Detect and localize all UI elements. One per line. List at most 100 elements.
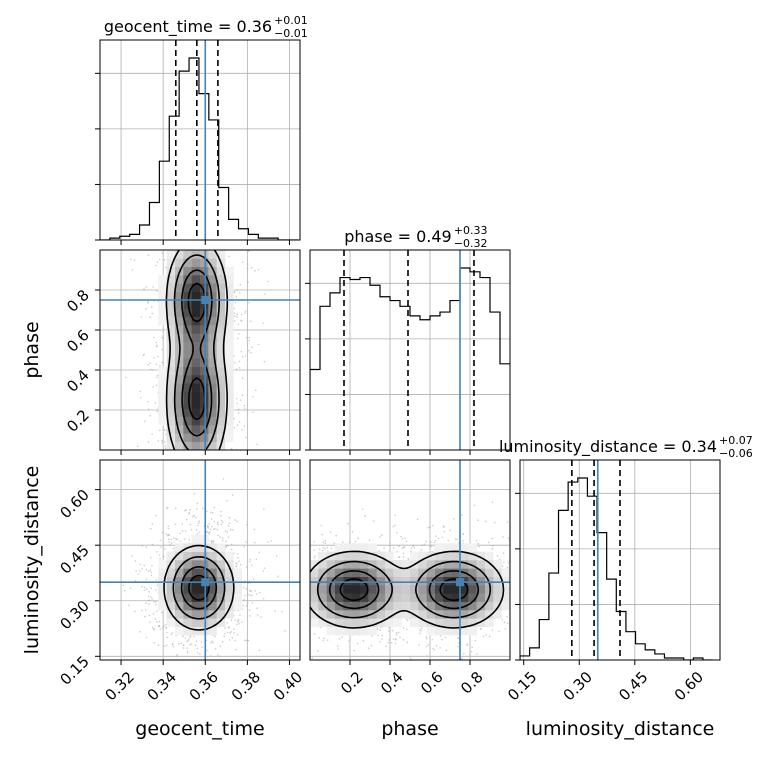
scatter-point (511, 573, 513, 575)
scatter-point (353, 649, 356, 652)
scatter-point (241, 428, 244, 431)
scatter-point (460, 514, 463, 516)
density-cell (393, 585, 402, 594)
scatter-point (151, 523, 154, 525)
scatter-point (175, 507, 177, 510)
scatter-point (233, 307, 236, 310)
density-cell (493, 585, 502, 594)
density-cell (368, 543, 377, 552)
scatter-point (149, 414, 151, 417)
density-cell (401, 610, 411, 619)
scatter-point (122, 584, 124, 587)
scatter-point (394, 524, 396, 527)
scatter-point (491, 629, 494, 631)
density-cell (216, 383, 226, 392)
scatter-point (423, 543, 426, 546)
scatter-point (227, 223, 229, 225)
scatter-point (525, 629, 527, 631)
scatter-point (214, 647, 217, 650)
scatter-point (152, 236, 154, 238)
scatter-point (187, 223, 189, 225)
scatter-point (160, 234, 162, 236)
scatter-point (198, 206, 200, 208)
density-cell (225, 341, 234, 351)
density-cell (216, 618, 226, 627)
scatter-point (189, 503, 191, 505)
scatter-point (501, 618, 504, 621)
scatter-point (206, 649, 208, 652)
density-cell (175, 425, 184, 434)
scatter-point (506, 566, 509, 569)
scatter-point (178, 512, 180, 514)
x-axis-geocent_time (120, 240, 290, 245)
scatter-point (211, 211, 213, 213)
scatter-point (236, 470, 238, 472)
scatter-point (291, 624, 293, 626)
density-cell (183, 601, 192, 611)
scatter-point (322, 541, 325, 543)
density-cell (401, 585, 411, 594)
scatter-point (196, 502, 199, 505)
scatter-point (383, 547, 386, 549)
scatter-point (406, 619, 409, 622)
scatter-point (141, 568, 143, 570)
density-cell (318, 568, 327, 577)
scatter-point (194, 644, 197, 647)
scatter-point (188, 513, 190, 515)
scatter-point (513, 608, 515, 610)
density-cell (393, 576, 402, 586)
density-cell (158, 568, 167, 577)
density-cell (485, 601, 494, 611)
y-axis-label-phase: phase (21, 321, 43, 378)
density-cell (183, 400, 192, 409)
scatter-point (174, 208, 176, 210)
scatter-point (225, 475, 227, 477)
scatter-point (156, 374, 159, 377)
density-cell (216, 433, 226, 442)
density-cell (343, 568, 352, 577)
density-cell (493, 560, 502, 569)
density-cell (225, 433, 234, 442)
scatter-point (441, 536, 444, 539)
x-tick-label: 0.38 (228, 668, 264, 704)
hist-panel-phase (310, 250, 510, 450)
scatter-point (313, 540, 316, 543)
scatter-point (165, 433, 167, 436)
scatter-point (445, 649, 448, 652)
density-cell (191, 350, 201, 359)
density-cell (351, 551, 361, 561)
density-cell (166, 283, 176, 292)
scatter-point (248, 336, 251, 339)
scatter-point (163, 441, 166, 443)
scatter-point (156, 376, 158, 379)
scatter-point (165, 623, 167, 626)
density-cell (435, 585, 444, 594)
scatter-point (238, 560, 240, 563)
density-cell (175, 576, 184, 586)
density-cell (158, 316, 167, 326)
x-axis-phase (349, 450, 471, 455)
density-cell (208, 391, 217, 401)
density-cell (451, 585, 461, 594)
scatter-point (247, 281, 249, 283)
density-cell (443, 626, 452, 636)
density-cell (208, 383, 217, 392)
scatter-point (167, 538, 170, 541)
scatter-point (305, 552, 307, 554)
scatter-point (131, 268, 134, 271)
scatter-point (244, 310, 247, 313)
scatter-point (229, 529, 232, 531)
scatter-point (482, 635, 485, 638)
contour-line (165, 250, 229, 450)
density-cell (216, 400, 226, 409)
scatter-point (202, 451, 204, 453)
scatter-point (151, 306, 153, 308)
density-cell (208, 341, 217, 351)
scatter-point (421, 544, 423, 547)
scatter-point (216, 528, 219, 531)
scatter-point (183, 201, 185, 203)
scatter-point (525, 547, 527, 549)
density-cell (410, 585, 419, 594)
scatter-point (252, 411, 254, 414)
density-cell (443, 601, 452, 611)
